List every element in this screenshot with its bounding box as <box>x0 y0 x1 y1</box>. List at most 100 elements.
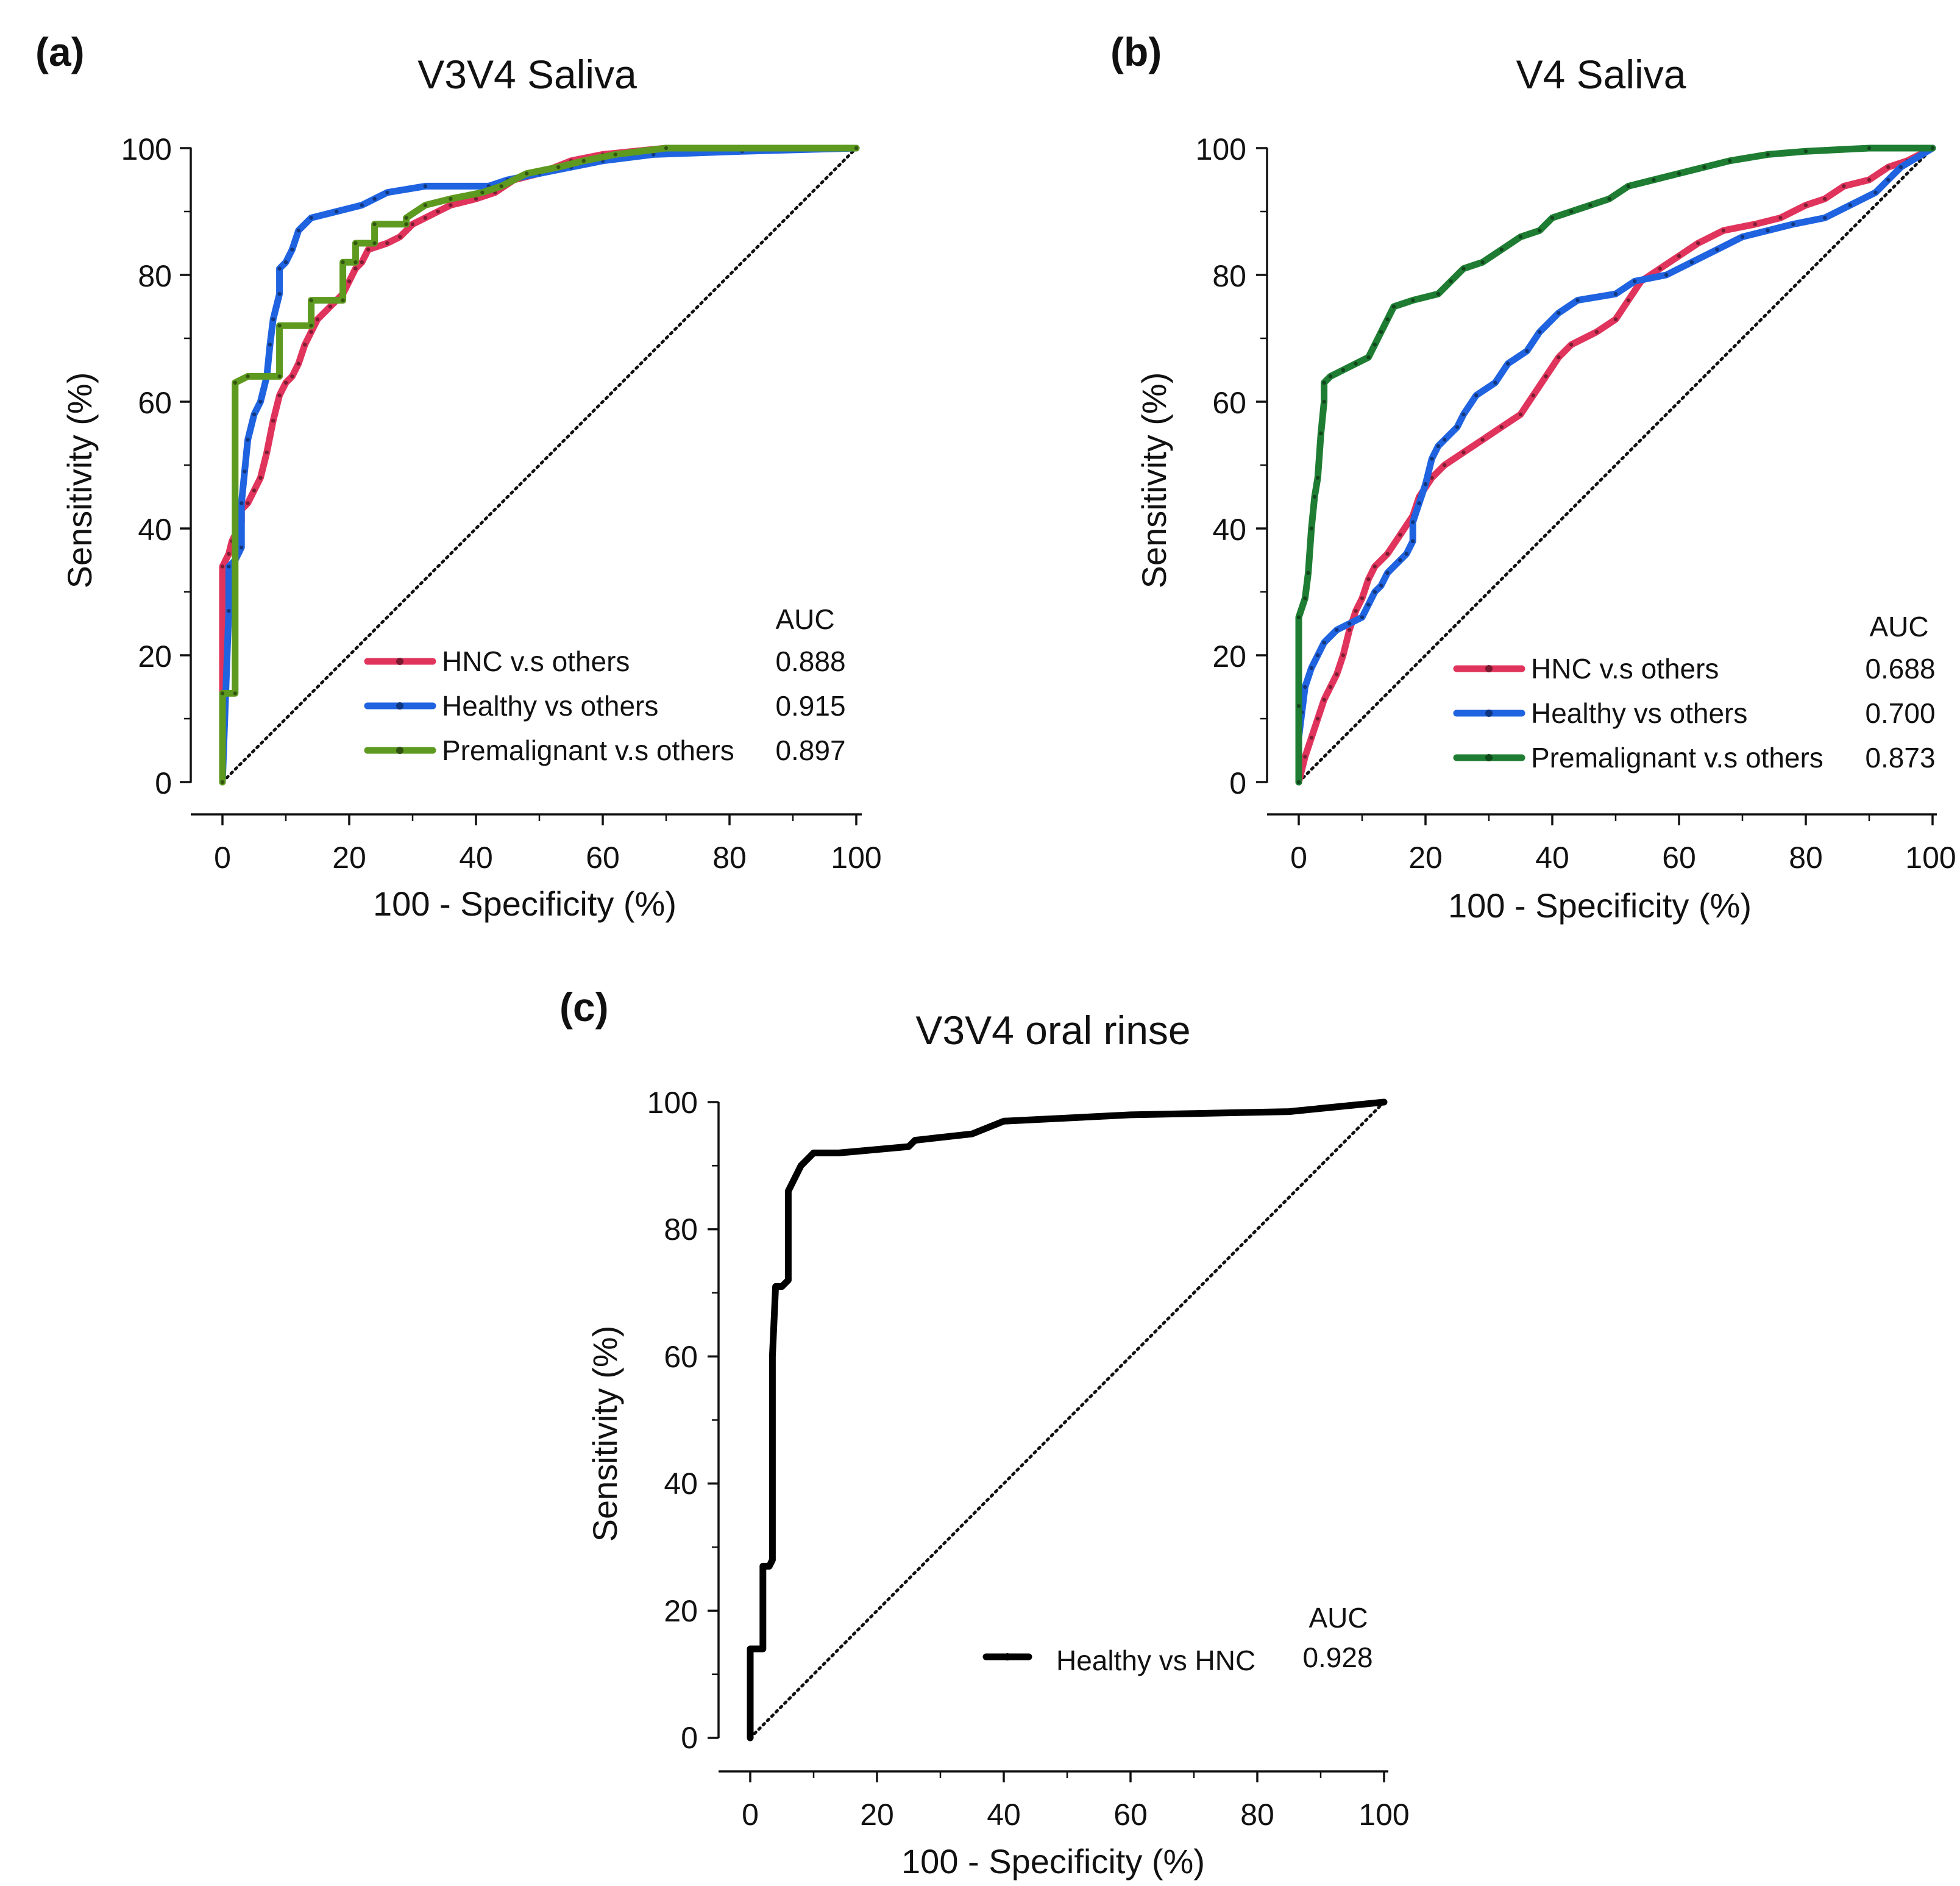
y-tick-label: 20 <box>664 1594 698 1628</box>
x-tick-label: 0 <box>1290 841 1307 875</box>
roc-point <box>220 780 225 785</box>
roc-curves-c <box>747 1098 1388 1742</box>
roc-point <box>277 374 282 379</box>
x-tick-label: 20 <box>332 841 366 875</box>
roc-point <box>290 374 294 379</box>
roc-curves-b <box>1295 144 1936 786</box>
roc-point <box>1867 146 1872 151</box>
roc-point <box>1303 755 1307 759</box>
y-tick-label: 60 <box>138 386 172 420</box>
roc-point <box>1702 165 1706 169</box>
y-tick-label: 20 <box>138 639 172 674</box>
y-axis-label-c: Sensitivity (%) <box>586 1326 624 1542</box>
y-tick-label: 60 <box>1212 386 1246 420</box>
y-tick-label: 0 <box>1229 766 1246 800</box>
roc-point <box>1316 653 1320 658</box>
legend-entry: Healthy vs others 0.700 <box>1453 697 1936 729</box>
roc-point <box>271 317 275 321</box>
x-tick-labels-c: 0 20 40 60 80 100 <box>742 1798 1410 1832</box>
roc-point <box>1842 184 1846 188</box>
roc-point <box>1493 380 1497 385</box>
roc-point <box>1766 152 1770 157</box>
chart-title-c: V3V4 oral rinse <box>915 1008 1190 1053</box>
roc-point <box>1379 583 1383 588</box>
roc-point <box>1347 628 1352 632</box>
roc-point <box>220 564 225 569</box>
legend-label-hnc: HNC v.s others <box>1531 653 1719 685</box>
roc-point <box>1306 571 1310 575</box>
roc-point <box>652 152 656 157</box>
roc-curves-a <box>219 144 860 786</box>
roc-point <box>227 552 231 556</box>
roc-point <box>1538 229 1542 233</box>
roc-point <box>525 171 529 176</box>
legend-label-healthy: Healthy vs others <box>442 690 658 722</box>
roc-point <box>1823 216 1827 220</box>
roc-point <box>436 209 440 214</box>
roc-point <box>1550 216 1555 220</box>
roc-point <box>1391 304 1396 309</box>
roc-point <box>1898 165 1903 169</box>
roc-point <box>1588 203 1592 207</box>
roc-point <box>398 235 402 239</box>
y-tick-label: 0 <box>155 766 172 800</box>
roc-point <box>1594 330 1599 334</box>
roc-point <box>303 343 307 347</box>
roc-point <box>1689 260 1694 265</box>
roc-point <box>1318 1106 1323 1111</box>
legend-marker <box>396 702 403 710</box>
roc-point <box>770 1557 775 1562</box>
roc-point <box>1312 494 1317 499</box>
legend-auc-premalignant: 0.897 <box>775 735 845 766</box>
roc-point <box>1436 292 1440 296</box>
roc-point <box>449 203 453 207</box>
roc-point <box>799 1164 803 1168</box>
roc-point <box>1728 158 1732 163</box>
roc-point <box>1455 425 1460 429</box>
chart-title-b: V4 Saliva <box>1516 52 1686 97</box>
roc-point <box>1658 266 1662 271</box>
roc-point <box>1309 736 1313 740</box>
roc-point <box>423 184 427 188</box>
x-axis-label-a: 100 - Specificity (%) <box>373 884 676 923</box>
roc-point <box>1360 615 1365 619</box>
legend-auc-healthy: 0.700 <box>1865 697 1935 729</box>
y-tick-label: 80 <box>1212 259 1246 293</box>
roc-point <box>1316 716 1320 721</box>
legend-entry: HNC v.s others 0.888 <box>364 646 846 677</box>
x-axis-label-c: 100 - Specificity (%) <box>901 1842 1205 1881</box>
x-tick-label: 40 <box>987 1798 1021 1832</box>
x-tick-label: 40 <box>459 841 493 875</box>
roc-point <box>1499 425 1504 429</box>
legend-auc-header: AUC <box>1308 1602 1368 1634</box>
roc-point <box>1430 457 1434 461</box>
x-tick-label: 60 <box>586 841 620 875</box>
roc-point <box>1848 203 1852 207</box>
roc-point <box>1001 1119 1006 1123</box>
roc-point <box>315 317 320 321</box>
x-tick-label: 0 <box>214 841 231 875</box>
roc-point <box>385 241 389 246</box>
roc-point <box>1328 374 1333 379</box>
legend-entry: Premalignant v.s others 0.873 <box>1453 742 1936 774</box>
roc-point <box>341 298 345 302</box>
roc-point <box>1873 190 1878 194</box>
roc-point <box>1372 343 1377 347</box>
y-tick-label: 20 <box>1212 639 1246 674</box>
legend-label-healthy: Healthy vs others <box>1531 697 1747 729</box>
roc-point <box>353 260 358 265</box>
roc-point <box>1316 475 1320 480</box>
roc-point <box>366 247 371 252</box>
roc-point <box>309 216 313 220</box>
roc-point <box>1303 685 1307 689</box>
roc-point <box>1867 177 1872 182</box>
y-tick-label: 100 <box>647 1086 698 1120</box>
reference-diagonal-c <box>748 1100 1386 1740</box>
roc-point <box>1531 393 1535 397</box>
reference-diagonal-a <box>221 146 858 784</box>
roc-point <box>1652 177 1656 182</box>
ticks-a <box>180 147 857 825</box>
panel-b: (b) V4 Saliva 0 20 40 60 80 100 0 20 40 … <box>1110 29 1956 925</box>
roc-point <box>1461 266 1466 271</box>
x-tick-labels-b: 0 20 40 60 80 100 <box>1290 841 1956 875</box>
